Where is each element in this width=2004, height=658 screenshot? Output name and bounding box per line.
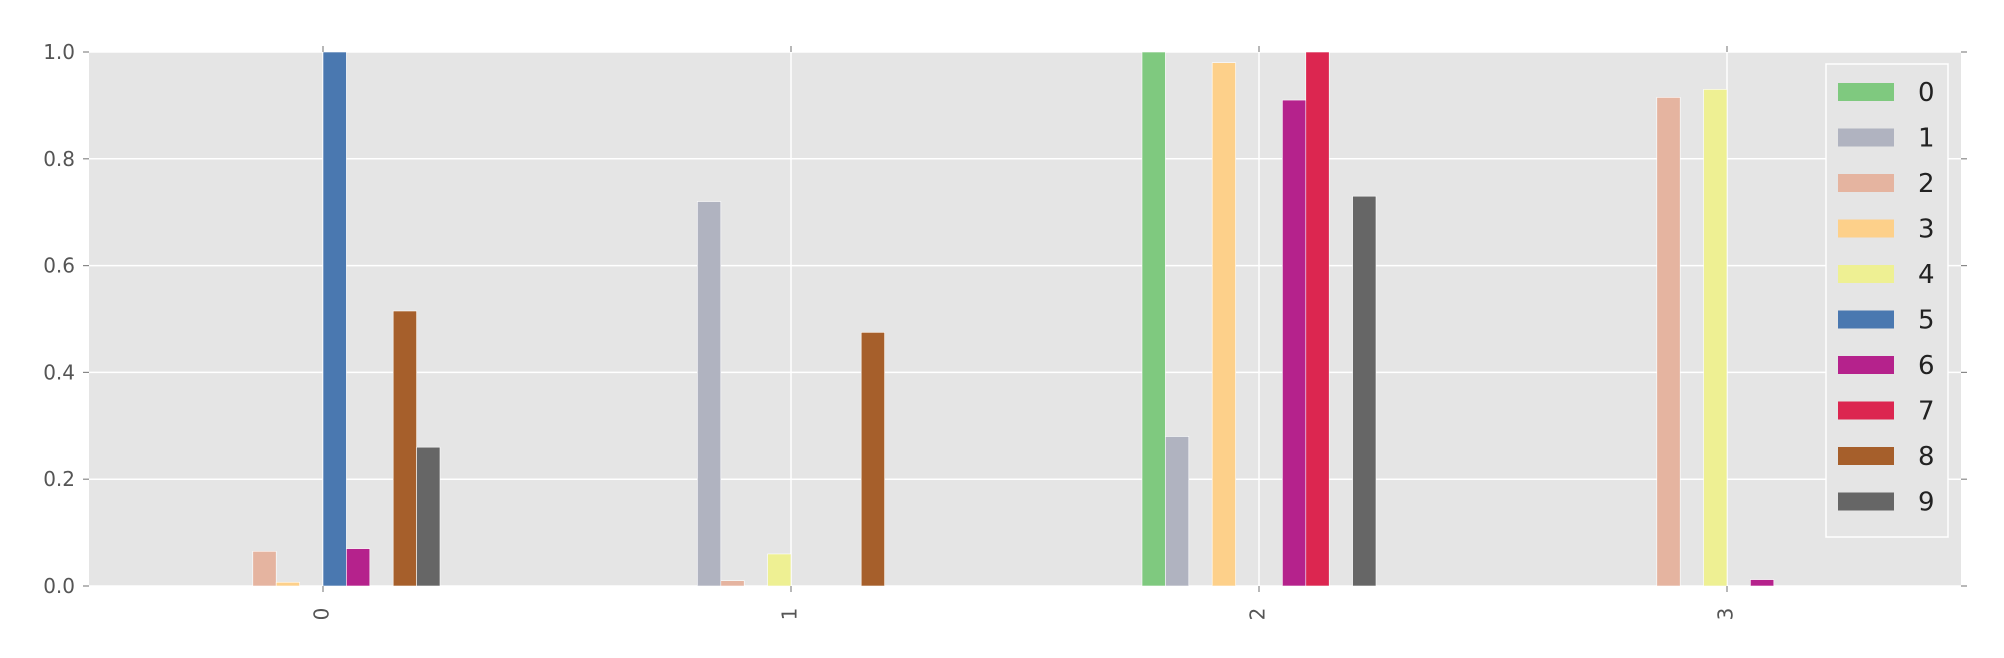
x-tick-label: 0 bbox=[310, 608, 334, 621]
bar-series-8-cat-0 bbox=[392, 310, 417, 587]
legend-swatch-3 bbox=[1838, 219, 1894, 238]
legend-label-7: 7 bbox=[1918, 397, 1935, 427]
y-tick-label: 0.8 bbox=[43, 147, 75, 171]
axis-ticks bbox=[83, 46, 1967, 592]
legend-label-1: 1 bbox=[1918, 124, 1935, 154]
x-tick-label: 3 bbox=[1714, 608, 1738, 621]
bar-series-2-cat-3 bbox=[1656, 97, 1681, 587]
legend-label-3: 3 bbox=[1918, 215, 1935, 245]
bars-group bbox=[252, 51, 1775, 587]
legend: 0 1 2 3 4 5 6 7 8 9 bbox=[1825, 63, 1949, 538]
legend-label-0: 0 bbox=[1918, 78, 1935, 108]
bar-series-6-cat-3 bbox=[1750, 579, 1775, 587]
legend-swatch-2 bbox=[1838, 174, 1894, 192]
legend-swatch-9 bbox=[1838, 492, 1894, 511]
legend-swatch-8 bbox=[1838, 447, 1894, 465]
bar-series-1-cat-1 bbox=[697, 201, 722, 587]
bar-series-2-cat-0 bbox=[252, 550, 277, 587]
bar-series-3-cat-2 bbox=[1211, 62, 1236, 587]
x-tick-label: 2 bbox=[1246, 608, 1270, 621]
bar-series-7-cat-2 bbox=[1305, 51, 1330, 587]
y-tick-label: 0.6 bbox=[43, 254, 75, 278]
y-tick-label: 0.2 bbox=[43, 467, 75, 491]
bar-series-2-cat-1 bbox=[720, 580, 745, 587]
legend-swatch-1 bbox=[1838, 128, 1894, 147]
bar-series-9-cat-0 bbox=[416, 446, 441, 587]
y-tick-label: 1.0 bbox=[43, 40, 75, 64]
bar-series-8-cat-1 bbox=[860, 332, 885, 587]
bar-series-0-cat-2 bbox=[1141, 51, 1166, 587]
legend-swatch-0 bbox=[1838, 83, 1894, 101]
legend-swatch-4 bbox=[1838, 265, 1894, 283]
x-tick-labels: 0 1 2 3 bbox=[310, 608, 1738, 621]
legend-label-8: 8 bbox=[1918, 442, 1935, 472]
legend-swatch-5 bbox=[1838, 310, 1894, 329]
x-tick-label: 1 bbox=[778, 608, 802, 621]
bar-series-1-cat-2 bbox=[1165, 436, 1190, 587]
legend-swatch-7 bbox=[1838, 401, 1894, 420]
legend-label-6: 6 bbox=[1918, 351, 1935, 381]
legend-label-9: 9 bbox=[1918, 488, 1935, 518]
bar-series-5-cat-0 bbox=[322, 51, 347, 587]
legend-label-2: 2 bbox=[1918, 169, 1935, 199]
y-tick-label: 0.4 bbox=[43, 360, 75, 384]
bar-series-4-cat-3 bbox=[1703, 89, 1728, 587]
legend-swatch-6 bbox=[1838, 356, 1894, 374]
legend-label-4: 4 bbox=[1918, 260, 1935, 290]
bar-series-6-cat-0 bbox=[346, 548, 371, 587]
legend-label-5: 5 bbox=[1918, 306, 1935, 336]
y-tick-labels: 0.0 0.2 0.4 0.6 0.8 1.0 bbox=[43, 40, 75, 598]
bar-series-6-cat-2 bbox=[1282, 99, 1307, 587]
y-tick-label: 0.0 bbox=[43, 574, 75, 598]
bar-series-4-cat-1 bbox=[767, 553, 792, 587]
bar-series-9-cat-2 bbox=[1352, 195, 1377, 587]
bar-series-3-cat-0 bbox=[275, 581, 300, 587]
